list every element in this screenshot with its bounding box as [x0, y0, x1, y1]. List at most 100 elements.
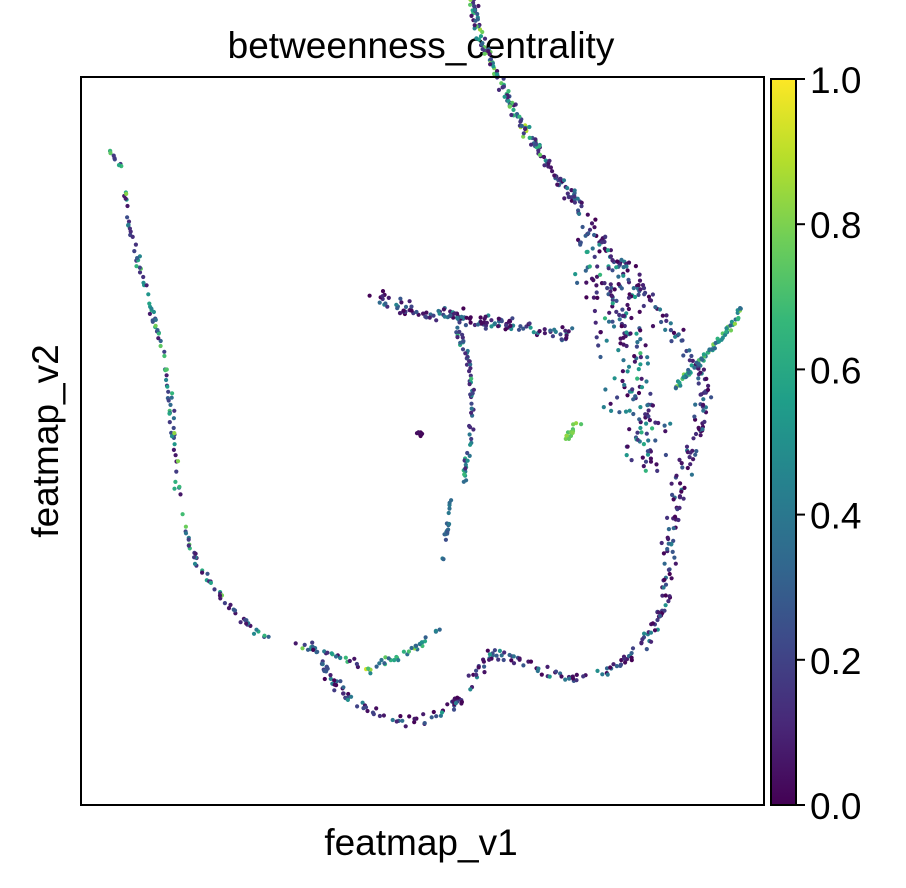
scatter-point	[427, 315, 432, 320]
scatter-point	[171, 425, 176, 431]
scatter-point	[523, 126, 528, 132]
scatter-point	[616, 282, 621, 287]
scatter-point	[611, 324, 617, 329]
scatter-point	[696, 366, 701, 371]
scatter-point	[462, 472, 467, 477]
scatter-point	[677, 494, 683, 499]
scatter-point	[489, 324, 494, 329]
scatter-point	[646, 408, 651, 413]
scatter-point	[567, 676, 572, 681]
scatter-point	[445, 529, 450, 535]
scatter-point	[724, 326, 729, 331]
scatter-point	[172, 486, 177, 491]
scatter-point	[262, 633, 267, 638]
scatter-point	[666, 541, 671, 546]
scatter-point	[438, 713, 443, 718]
scatter-point	[632, 294, 638, 300]
scatter-point	[575, 280, 580, 285]
scatter-point	[619, 324, 624, 329]
scatter-point	[583, 233, 588, 238]
scatter-point	[633, 394, 638, 399]
scatter-point	[429, 715, 434, 720]
scatter-point	[474, 36, 479, 41]
scatter-point	[169, 395, 174, 400]
scatter-point	[563, 328, 568, 333]
scatter-point	[506, 89, 511, 94]
scatter-point	[603, 234, 608, 239]
scatter-point	[431, 313, 436, 318]
scatter-point	[625, 393, 630, 398]
scatter-point	[637, 417, 642, 422]
scatter-point	[629, 655, 634, 660]
scatter-point	[475, 322, 481, 327]
scatter-point	[332, 682, 337, 687]
scatter-point	[608, 254, 614, 259]
scatter-point	[180, 512, 185, 517]
scatter-point	[701, 352, 707, 357]
scatter-point	[141, 274, 146, 280]
scatter-point	[610, 258, 615, 263]
scatter-point	[419, 640, 424, 645]
scatter-point	[412, 716, 417, 722]
scatter-point	[379, 657, 384, 663]
scatter-point	[687, 348, 692, 353]
scatter-point	[547, 158, 552, 163]
scatter-point	[692, 365, 697, 370]
scatter-point	[463, 466, 468, 471]
scatter-point	[542, 163, 547, 168]
scatter-point	[519, 123, 524, 129]
scatter-point	[459, 314, 464, 319]
scatter-point	[664, 313, 669, 318]
scatter-point	[592, 254, 597, 259]
scatter-point	[632, 359, 638, 364]
scatter-point	[565, 186, 570, 191]
scatter-point	[615, 395, 620, 400]
scatter-point	[441, 557, 446, 562]
scatter-point	[153, 323, 158, 328]
scatter-point	[175, 459, 181, 464]
scatter-point	[328, 676, 333, 682]
scatter-point	[636, 283, 641, 288]
scatter-point	[662, 423, 667, 428]
scatter-point	[612, 376, 617, 381]
scatter-point	[380, 294, 385, 299]
scatter-point	[729, 319, 735, 324]
scatter-point	[696, 381, 701, 386]
scatter-point	[547, 674, 552, 679]
scatter-point	[496, 87, 502, 92]
scatter-point	[689, 472, 695, 477]
scatter-point	[637, 272, 642, 277]
scatter-point	[478, 34, 484, 39]
scatter-point	[434, 318, 439, 323]
scatter-point	[656, 610, 661, 615]
scatter-point	[468, 362, 473, 367]
scatter-point	[546, 164, 551, 169]
scatter-point	[471, 427, 476, 432]
scatter-point	[315, 649, 320, 655]
scatter-point	[527, 124, 532, 130]
scatter-point	[648, 456, 654, 461]
scatter-point	[446, 510, 451, 516]
scatter-point	[579, 200, 584, 205]
scatter-point	[671, 526, 676, 531]
scatter-point	[612, 287, 617, 292]
scatter-point	[366, 666, 371, 671]
scatter-point	[663, 327, 668, 332]
scatter-point	[604, 666, 610, 671]
scatter-point	[509, 658, 514, 663]
scatter-point	[605, 286, 610, 291]
scatter-point	[517, 114, 522, 119]
scatter-point	[482, 664, 487, 669]
scatter-point	[636, 390, 642, 396]
scatter-point	[468, 442, 473, 447]
scatter-point	[603, 387, 608, 392]
scatter-point	[696, 376, 701, 381]
scatter-point	[673, 561, 678, 566]
scatter-point	[586, 231, 591, 236]
scatter-point	[333, 654, 339, 659]
scatter-point	[578, 242, 583, 247]
scatter-point	[654, 462, 659, 467]
scatter-point	[322, 668, 327, 674]
scatter-point	[517, 656, 522, 661]
scatter-point	[633, 264, 639, 269]
